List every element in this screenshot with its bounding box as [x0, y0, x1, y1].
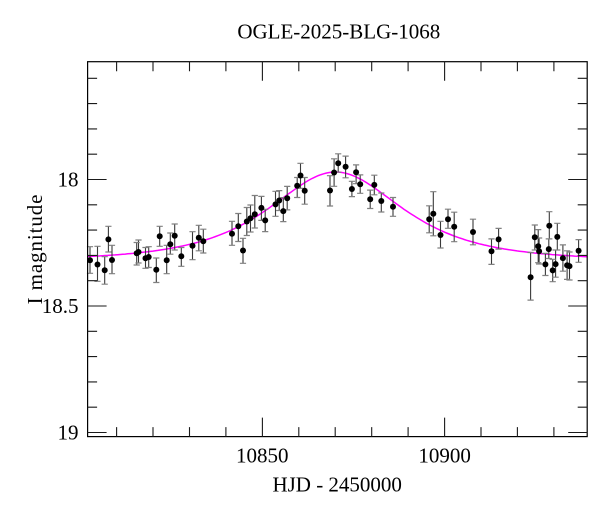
svg-text:I magnitude: I magnitude: [23, 194, 47, 305]
svg-text:HJD - 2450000: HJD - 2450000: [272, 472, 402, 496]
svg-text:10850: 10850: [236, 444, 289, 468]
svg-text:18.5: 18.5: [42, 294, 79, 318]
svg-text:OGLE-2025-BLG-1068: OGLE-2025-BLG-1068: [237, 20, 440, 44]
svg-text:10900: 10900: [418, 444, 471, 468]
svg-text:18: 18: [58, 168, 79, 192]
svg-text:19: 19: [58, 421, 79, 445]
